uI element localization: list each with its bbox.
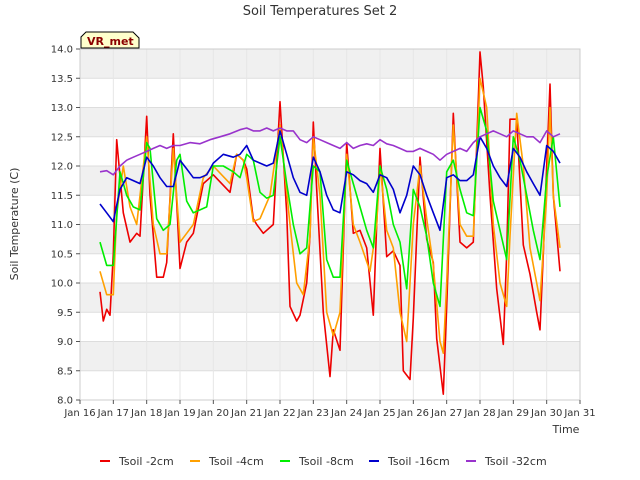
site-badge-label: VR_met xyxy=(87,35,134,48)
series-line-3 xyxy=(99,106,561,308)
x-tick-label: Jan 26 xyxy=(397,408,429,419)
site-badge-box xyxy=(80,31,140,49)
x-tick-label: Jan 25 xyxy=(363,408,395,419)
x-axis-ticks: Jan 16 Jan 17 Jan 18 Jan 19 Jan 20 Jan 21 Jan … xyxy=(63,400,596,419)
y-tick-label: 10.0 xyxy=(51,279,73,290)
x-tick-label: Jan 17 xyxy=(97,408,129,419)
y-tick-label: 12.0 xyxy=(51,162,73,173)
x-tick-label: Jan 30 xyxy=(530,408,562,419)
x-tick-label: Jan 18 xyxy=(130,408,162,419)
x-tick-label: Jan 16 xyxy=(63,408,95,419)
plot-band xyxy=(80,49,580,79)
x-tick-label: Jan 23 xyxy=(297,408,329,419)
series-lines xyxy=(99,51,561,396)
x-tick-label: Jan 28 xyxy=(463,408,495,419)
plot-band xyxy=(80,195,580,225)
series-line-5 xyxy=(99,127,561,176)
legend-label: Tsoil -4cm xyxy=(208,455,264,468)
y-tick-label: 12.5 xyxy=(51,132,73,143)
x-tick-label: Jan 19 xyxy=(163,408,195,419)
y-tick-label: 10.5 xyxy=(51,249,73,260)
site-badge: VR_met xyxy=(80,31,140,49)
x-tick-label: Jan 20 xyxy=(197,408,229,419)
y-tick-label: 14.0 xyxy=(51,45,73,56)
y-tick-label: 8.0 xyxy=(57,396,73,407)
legend: Tsoil -2cm Tsoil -4cm Tsoil -8cm Tsoil -16c… xyxy=(100,455,547,468)
x-tick-label: Jan 21 xyxy=(230,408,262,419)
y-tick-label: 11.0 xyxy=(51,220,73,231)
y-tick-label: 9.0 xyxy=(57,337,73,348)
legend-label: Tsoil -32cm xyxy=(484,455,547,468)
series-line-4 xyxy=(99,130,561,232)
plot-band xyxy=(80,136,580,166)
x-axis-label: Time xyxy=(552,423,580,436)
x-tick-label: Jan 29 xyxy=(497,408,529,419)
chart-title: Soil Temperatures Set 2 xyxy=(243,4,398,19)
legend-label: Tsoil -2cm xyxy=(118,455,174,468)
x-tick-label: Jan 22 xyxy=(263,408,295,419)
plot-band xyxy=(80,78,580,108)
x-tick-label: Jan 24 xyxy=(330,408,362,419)
y-tick-label: 13.5 xyxy=(51,74,73,85)
x-tick-label: Jan 27 xyxy=(430,408,462,419)
plot-band xyxy=(80,107,580,137)
y-axis-ticks: 8.0 8.5 9.0 9.5 10.0 10.5 11.0 11.5 12.0 12.5 13.0… xyxy=(51,45,80,407)
series-line-2 xyxy=(99,77,561,355)
y-tick-label: 9.5 xyxy=(57,308,73,319)
y-axis-label: Soil Temperature (C) xyxy=(8,168,21,281)
series-line-1 xyxy=(99,51,561,396)
legend-label: Tsoil -8cm xyxy=(298,455,354,468)
legend-label: Tsoil -16cm xyxy=(387,455,450,468)
x-tick-label: Jan 31 xyxy=(563,408,595,419)
y-tick-label: 11.5 xyxy=(51,191,73,202)
y-tick-label: 13.0 xyxy=(51,103,73,114)
y-tick-label: 8.5 xyxy=(57,366,73,377)
